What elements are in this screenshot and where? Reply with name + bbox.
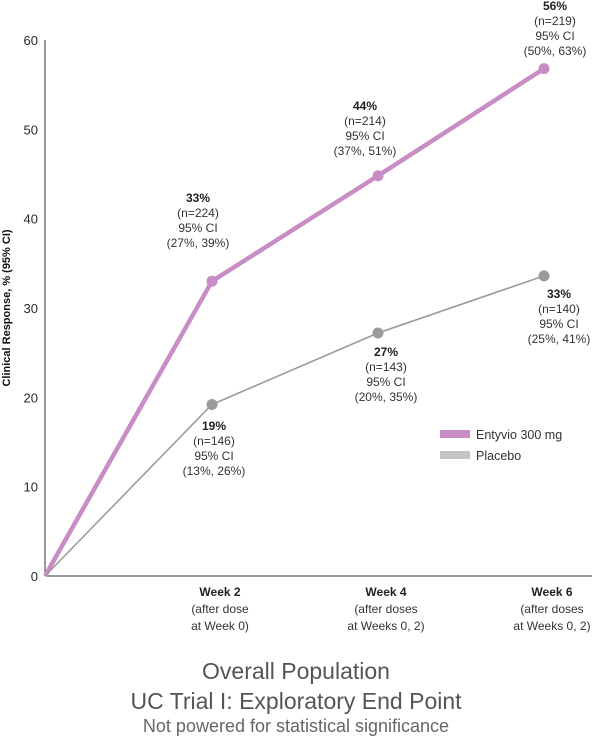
data-point-entyvio (538, 63, 550, 75)
annotation-detail: 95% CI (194, 449, 233, 463)
series-line-entyvio (43, 66, 546, 578)
data-point-entyvio (372, 170, 384, 182)
series-lines (43, 66, 546, 578)
annotation-detail: (n=146) (193, 434, 235, 448)
x-category-sublabel: at Weeks 0, 2) (347, 619, 424, 633)
annotation-detail: (50%, 63%) (524, 44, 587, 58)
x-category-label: Week 4 (365, 585, 406, 599)
x-category-sublabel: (after doses (354, 602, 417, 616)
x-category-sublabel: (after dose (191, 602, 249, 616)
annotation-detail: 95% CI (535, 29, 574, 43)
annotation-detail: 95% CI (345, 129, 384, 143)
data-point-placebo (372, 327, 384, 339)
annotation-detail: (37%, 51%) (334, 144, 397, 158)
annotation-detail: 95% CI (366, 375, 405, 389)
legend-label: Placebo (476, 449, 521, 463)
chart-title: Overall Population (202, 658, 390, 684)
annotation-detail: (n=140) (538, 302, 580, 316)
annotation-percent: 33% (547, 287, 571, 301)
y-tick-label: 40 (24, 212, 38, 227)
legend-swatch (440, 430, 470, 438)
annotation-percent: 44% (353, 99, 377, 113)
axes (44, 40, 592, 577)
series-line-placebo (44, 275, 545, 577)
y-tick-label: 20 (24, 390, 38, 405)
data-point-placebo (206, 398, 218, 410)
annotation-detail: 95% CI (539, 317, 578, 331)
y-axis-label: Clinical Response, % (95% CI) (1, 229, 13, 386)
x-category-sublabel: at Week 0) (191, 619, 249, 633)
annotation-detail: (27%, 39%) (167, 236, 230, 250)
line-chart: 0 10 20 30 40 50 60 Clinical Response, % (95% … (1, 0, 592, 633)
legend-label: Entyvio 300 mg (476, 428, 562, 442)
chart-note: Not powered for statistical significance (142, 716, 450, 736)
x-category-label: Week 2 (199, 585, 240, 599)
annotation-detail: 95% CI (178, 221, 217, 235)
data-point-placebo (538, 270, 550, 282)
x-axis-categories: Week 2 (after dose at Week 0) Week 4 (after … (191, 585, 590, 633)
annotation-percent: 33% (186, 191, 210, 205)
legend-swatch (440, 451, 470, 459)
y-tick-label: 60 (24, 33, 38, 48)
y-tick-label: 50 (24, 122, 38, 137)
data-point-entyvio (206, 275, 218, 287)
annotation-percent: 56% (543, 0, 567, 13)
y-tick-label: 0 (31, 569, 38, 584)
annotation-detail: (25%, 41%) (528, 332, 591, 346)
x-category-sublabel: (after doses (520, 602, 583, 616)
annotation-detail: (13%, 26%) (183, 464, 246, 478)
annotation-detail: (n=224) (177, 206, 219, 220)
annotation-percent: 19% (202, 419, 226, 433)
annotation-percent: 27% (374, 345, 398, 359)
chart-subtitle: UC Trial I: Exploratory End Point (130, 688, 462, 714)
annotation-detail: (20%, 35%) (355, 390, 418, 404)
annotation-detail: (n=214) (344, 114, 386, 128)
data-annotations: 33%(n=224)95% CI(27%, 39%)44%(n=214)95% … (167, 0, 591, 478)
annotation-detail: (n=219) (534, 14, 576, 28)
annotation-detail: (n=143) (365, 360, 407, 374)
series-points (206, 63, 550, 410)
x-category-sublabel: at Weeks 0, 2) (513, 619, 590, 633)
y-axis-ticks: 0 10 20 30 40 50 60 (24, 33, 38, 584)
x-category-label: Week 6 (531, 585, 572, 599)
y-tick-label: 30 (24, 301, 38, 316)
legend: Entyvio 300 mg Placebo (440, 428, 562, 463)
y-tick-label: 10 (24, 480, 38, 495)
